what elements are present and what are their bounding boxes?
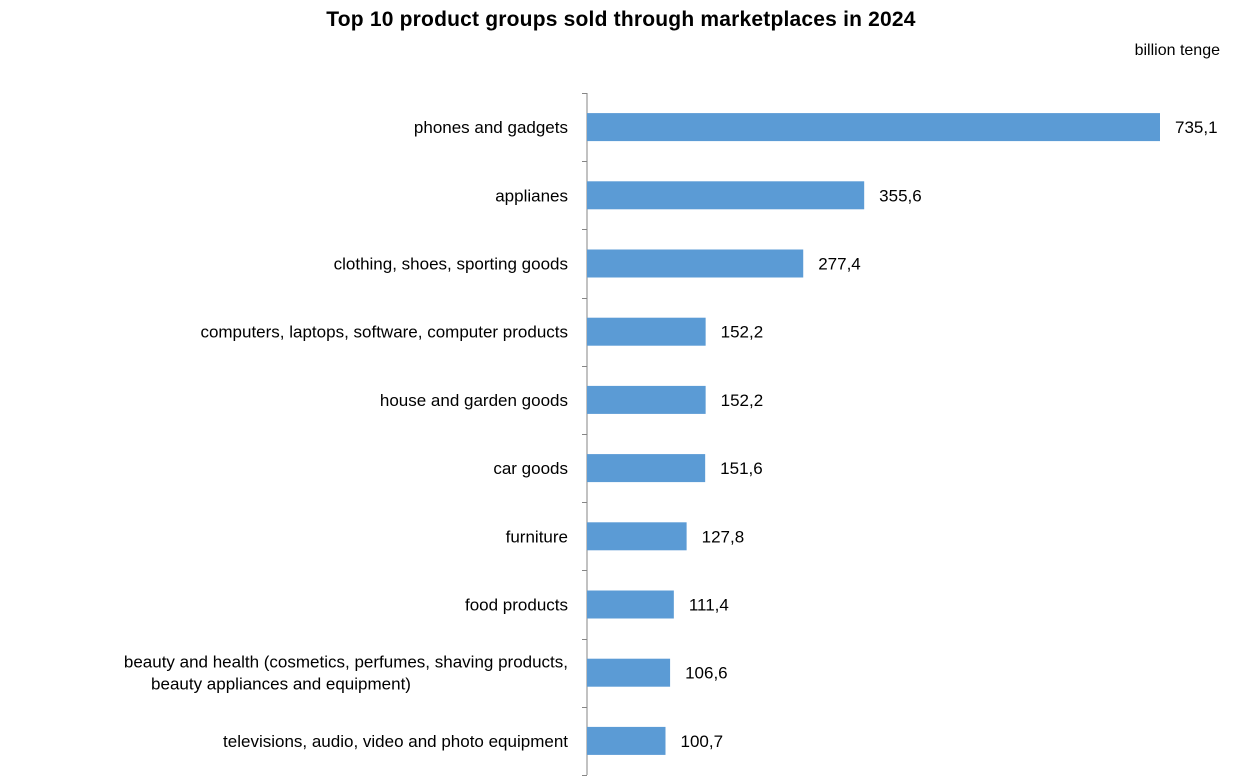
category-label: computers, laptops, software, computer p…: [200, 323, 568, 342]
bar: [587, 590, 674, 619]
category-label: clothing, shoes, sporting goods: [334, 255, 568, 274]
chart-title: Top 10 product groups sold through marke…: [326, 8, 916, 31]
data-label: 127,8: [702, 527, 745, 546]
category-label: car goods: [493, 459, 568, 478]
bar: [587, 726, 666, 755]
data-label: 277,4: [818, 255, 861, 274]
category-label: applianes: [495, 186, 568, 205]
data-label: 355,6: [879, 186, 922, 205]
data-label: 106,6: [685, 664, 728, 683]
category-label: phones and gadgets: [414, 118, 568, 137]
data-label: 152,2: [721, 323, 764, 342]
category-label: house and garden goods: [380, 391, 568, 410]
bar: [587, 317, 706, 346]
data-label: 735,1: [1175, 118, 1218, 137]
category-label: furniture: [506, 527, 568, 546]
bar: [587, 522, 687, 551]
bar: [587, 249, 804, 278]
bar: [587, 113, 1160, 142]
category-label: televisions, audio, video and photo equi…: [223, 732, 568, 751]
data-label: 100,7: [680, 732, 723, 751]
bar: [587, 181, 865, 210]
unit-label: billion tenge: [1134, 42, 1220, 59]
category-label: food products: [465, 596, 568, 615]
bar: [587, 658, 671, 687]
category-label: beauty appliances and equipment): [151, 675, 411, 694]
data-label: 152,2: [721, 391, 764, 410]
data-label: 151,6: [720, 459, 763, 478]
bar: [587, 385, 706, 414]
bar: [587, 454, 706, 483]
category-label: beauty and health (cosmetics, perfumes, …: [124, 653, 568, 672]
data-label: 111,4: [689, 596, 729, 615]
